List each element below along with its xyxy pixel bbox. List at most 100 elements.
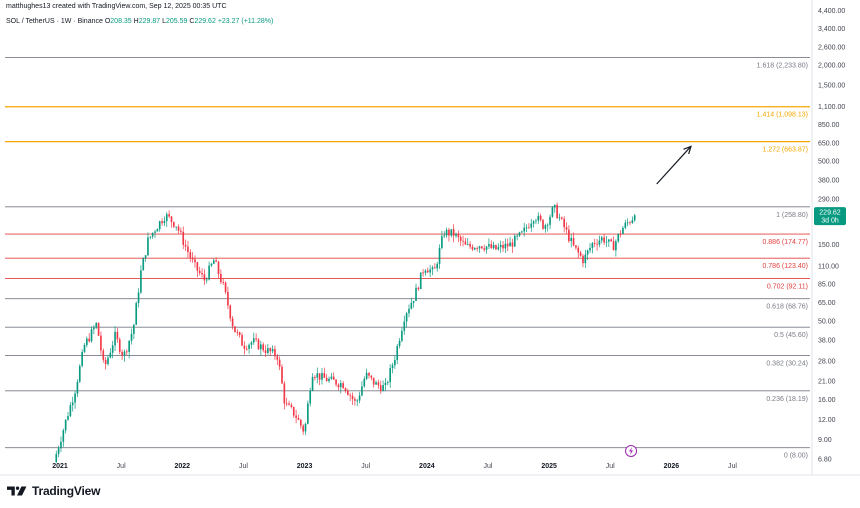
fib-label-0.886: 0.886 (174.77) [762, 239, 808, 246]
candle-body [582, 255, 584, 264]
candle-body [295, 415, 297, 419]
symbol-legend: SOL / TetherUS · 1W · Binance O208.35 H2… [6, 18, 273, 25]
price-tick: 16.00 [818, 397, 836, 404]
candle-body [255, 338, 257, 340]
candle-body [330, 376, 333, 379]
candle-body [626, 222, 629, 224]
candle-body [269, 348, 272, 352]
candle-body [260, 344, 262, 350]
target-arrow-line [656, 145, 692, 185]
candle-body [565, 227, 568, 230]
candle-body [405, 313, 408, 322]
candle-body [476, 248, 478, 249]
candle-body [436, 263, 439, 269]
candle-body [629, 222, 631, 224]
candle-body [577, 247, 580, 253]
candle-body [556, 204, 558, 219]
candle-body [349, 394, 352, 396]
candle-body [492, 245, 495, 249]
candle-body [309, 390, 312, 404]
candle-body [358, 395, 361, 401]
candle-body [118, 339, 121, 352]
fib-levels: 1.618 (2,233.80) 1.414 (1,098.13) 1.272 (6… [5, 57, 810, 460]
candle-body [342, 383, 344, 389]
price-tag-price: 229.62 [819, 210, 841, 217]
time-tick: Jul [484, 463, 493, 470]
candle-body [125, 351, 128, 353]
candle-body [57, 448, 60, 455]
candle-body [210, 263, 213, 266]
candle-body [438, 247, 441, 264]
candle-body [203, 274, 206, 281]
candle-body [288, 403, 290, 405]
candle-body [194, 259, 196, 263]
candle-body [292, 406, 295, 416]
candle-body [497, 247, 500, 250]
price-tick: 4,400.00 [818, 8, 845, 15]
candle-body [603, 237, 605, 243]
candle-body [318, 373, 321, 380]
candle-body [464, 241, 467, 245]
candle-body [600, 237, 603, 241]
price-tick: 2,600.00 [818, 45, 845, 52]
candle-body [617, 233, 620, 242]
candle-body [412, 300, 415, 303]
candle-body [114, 331, 116, 346]
candle-body [612, 241, 615, 251]
candle-body [267, 348, 269, 353]
price-tick: 9.00 [818, 437, 832, 444]
candle-body [553, 204, 556, 208]
chart-credit: matthughes13 created with TradingView.co… [6, 3, 227, 10]
candle-body [262, 344, 265, 351]
candle-body [354, 399, 356, 401]
candle-body [429, 269, 431, 273]
candle-body [537, 215, 540, 221]
price-tick: 850.00 [818, 122, 840, 129]
candle-body [227, 291, 229, 306]
candle-body [518, 232, 521, 236]
tradingview-logo-icon [7, 486, 27, 496]
fib-label-0.702: 0.702 (92.11) [767, 283, 808, 290]
tradingview-logo-text: TradingView [32, 484, 101, 498]
candle-body [450, 229, 453, 236]
candle-body [394, 360, 396, 366]
price-tick: 50.00 [818, 318, 836, 325]
candle-body [55, 454, 58, 463]
price-tick: 290.00 [818, 196, 840, 203]
candle-body [365, 372, 368, 379]
candle-body [198, 270, 201, 273]
candle-body [370, 375, 373, 378]
candle-body [97, 322, 100, 336]
candle-body [252, 338, 255, 343]
candle-body [384, 382, 387, 386]
high-label: H [133, 18, 139, 25]
candle-body [69, 405, 72, 417]
price-tick: 12.00 [818, 417, 836, 424]
time-tick: Jul [606, 463, 615, 470]
candle-body [382, 385, 384, 392]
candle-body [488, 244, 490, 247]
candle-body [149, 236, 152, 238]
candle-body [389, 368, 391, 383]
tradingview-logo[interactable]: TradingView [7, 484, 100, 498]
time-tick: 2026 [664, 463, 680, 470]
candle-body [224, 282, 227, 292]
candle-body [236, 332, 239, 333]
candle-body [368, 372, 370, 376]
candle-body [142, 258, 145, 271]
low-label: L [162, 18, 166, 25]
candle-body [560, 217, 563, 219]
candle-body [238, 332, 241, 335]
candle-body [398, 340, 401, 346]
price-tick: 500.00 [818, 159, 840, 166]
price-tick: 38.00 [818, 337, 836, 344]
fib-label-0.618: 0.618 (68.76) [766, 304, 808, 311]
candle-body [521, 231, 523, 233]
candle-body [391, 365, 394, 369]
candle-body [111, 345, 114, 353]
candle-body [386, 382, 389, 384]
time-tick: Jul [117, 463, 126, 470]
price-axis: 4,400.00 3,400.00 2,600.00 2,000.00 1,500.00… [811, 0, 845, 475]
candle-body [485, 246, 488, 250]
